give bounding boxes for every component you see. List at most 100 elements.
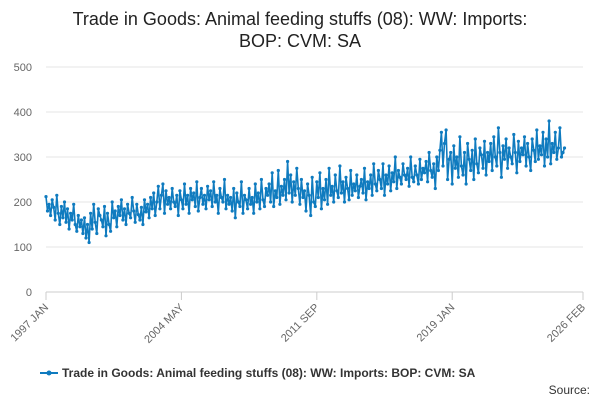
data-point[interactable] bbox=[85, 222, 90, 227]
data-point[interactable] bbox=[132, 209, 136, 213]
data-point[interactable] bbox=[298, 202, 302, 206]
data-point[interactable] bbox=[313, 204, 317, 209]
data-point[interactable] bbox=[302, 189, 307, 193]
data-point[interactable] bbox=[527, 155, 531, 159]
data-point[interactable] bbox=[127, 211, 131, 215]
data-point[interactable] bbox=[109, 229, 113, 233]
data-point[interactable] bbox=[56, 211, 60, 215]
data-point[interactable] bbox=[519, 146, 524, 150]
data-point[interactable] bbox=[281, 193, 285, 197]
data-point[interactable] bbox=[338, 164, 342, 168]
data-point[interactable] bbox=[238, 204, 242, 209]
data-point[interactable] bbox=[512, 132, 516, 137]
data-point[interactable] bbox=[98, 213, 102, 218]
data-point[interactable] bbox=[204, 207, 208, 211]
data-point[interactable] bbox=[389, 189, 393, 193]
data-point[interactable] bbox=[182, 182, 187, 186]
data-point[interactable] bbox=[73, 222, 77, 227]
data-point[interactable] bbox=[207, 198, 211, 202]
data-point[interactable] bbox=[409, 155, 413, 159]
data-point[interactable] bbox=[141, 222, 145, 227]
data-point[interactable] bbox=[447, 157, 451, 161]
data-point[interactable] bbox=[402, 173, 407, 177]
data-point[interactable] bbox=[93, 220, 97, 224]
data-point[interactable] bbox=[522, 135, 527, 139]
data-point[interactable] bbox=[139, 205, 143, 209]
data-point[interactable] bbox=[396, 168, 400, 173]
data-point[interactable] bbox=[184, 202, 188, 206]
data-point[interactable] bbox=[67, 227, 71, 231]
data-point[interactable] bbox=[378, 177, 382, 182]
data-point[interactable] bbox=[186, 193, 190, 197]
data-point[interactable] bbox=[179, 198, 183, 202]
data-point[interactable] bbox=[349, 168, 353, 173]
data-point[interactable] bbox=[156, 184, 160, 188]
data-point[interactable] bbox=[181, 207, 185, 211]
data-point[interactable] bbox=[352, 182, 356, 186]
data-point[interactable] bbox=[249, 202, 253, 206]
data-point[interactable] bbox=[346, 186, 350, 191]
data-point[interactable] bbox=[150, 207, 154, 211]
data-point[interactable] bbox=[258, 207, 262, 211]
data-point[interactable] bbox=[469, 168, 473, 173]
data-point[interactable] bbox=[335, 189, 339, 193]
data-point[interactable] bbox=[261, 198, 265, 202]
data-point[interactable] bbox=[467, 157, 471, 161]
data-point[interactable] bbox=[404, 177, 408, 182]
data-point[interactable] bbox=[321, 186, 325, 191]
data-point[interactable] bbox=[416, 182, 420, 186]
data-point[interactable] bbox=[115, 225, 119, 229]
data-point[interactable] bbox=[433, 186, 437, 191]
data-point[interactable] bbox=[518, 159, 522, 164]
data-point[interactable] bbox=[158, 207, 162, 211]
data-point[interactable] bbox=[206, 184, 210, 188]
data-point[interactable] bbox=[415, 173, 419, 177]
data-point[interactable] bbox=[198, 195, 202, 200]
data-point[interactable] bbox=[253, 182, 257, 186]
data-point[interactable] bbox=[162, 211, 167, 215]
data-point[interactable] bbox=[559, 155, 564, 159]
data-point[interactable] bbox=[119, 198, 123, 202]
data-point[interactable] bbox=[533, 159, 537, 164]
data-point[interactable] bbox=[152, 191, 156, 195]
data-point[interactable] bbox=[147, 216, 151, 220]
data-point[interactable] bbox=[122, 207, 127, 211]
data-point[interactable] bbox=[413, 164, 417, 168]
data-point[interactable] bbox=[562, 146, 567, 150]
data-point[interactable] bbox=[455, 155, 459, 159]
data-point[interactable] bbox=[169, 207, 173, 211]
data-point[interactable] bbox=[441, 164, 445, 168]
data-point[interactable] bbox=[235, 191, 239, 195]
data-point[interactable] bbox=[110, 200, 114, 204]
data-point[interactable] bbox=[112, 216, 116, 220]
data-point[interactable] bbox=[144, 210, 148, 214]
data-point[interactable] bbox=[316, 195, 320, 200]
data-point[interactable] bbox=[530, 137, 534, 141]
data-point[interactable] bbox=[507, 146, 511, 150]
data-point[interactable] bbox=[105, 211, 110, 215]
data-point[interactable] bbox=[201, 202, 205, 206]
data-point[interactable] bbox=[233, 216, 237, 220]
data-point[interactable] bbox=[459, 164, 463, 168]
data-point[interactable] bbox=[412, 180, 416, 184]
data-point[interactable] bbox=[272, 204, 276, 209]
data-point[interactable] bbox=[521, 153, 525, 157]
data-point[interactable] bbox=[406, 166, 410, 170]
data-point[interactable] bbox=[195, 180, 199, 184]
data-point[interactable] bbox=[432, 162, 436, 166]
data-point[interactable] bbox=[304, 209, 308, 213]
data-point[interactable] bbox=[379, 186, 383, 191]
data-point[interactable] bbox=[498, 150, 502, 155]
data-point[interactable] bbox=[178, 189, 182, 193]
data-point[interactable] bbox=[287, 191, 291, 195]
data-point[interactable] bbox=[464, 182, 468, 186]
data-point[interactable] bbox=[270, 171, 274, 175]
data-point[interactable] bbox=[482, 139, 487, 143]
data-point[interactable] bbox=[382, 193, 387, 197]
data-point[interactable] bbox=[45, 209, 50, 213]
data-point[interactable] bbox=[239, 180, 243, 184]
data-point[interactable] bbox=[350, 193, 354, 197]
data-point[interactable] bbox=[199, 186, 203, 191]
data-point[interactable] bbox=[244, 198, 248, 202]
data-point[interactable] bbox=[495, 164, 499, 168]
